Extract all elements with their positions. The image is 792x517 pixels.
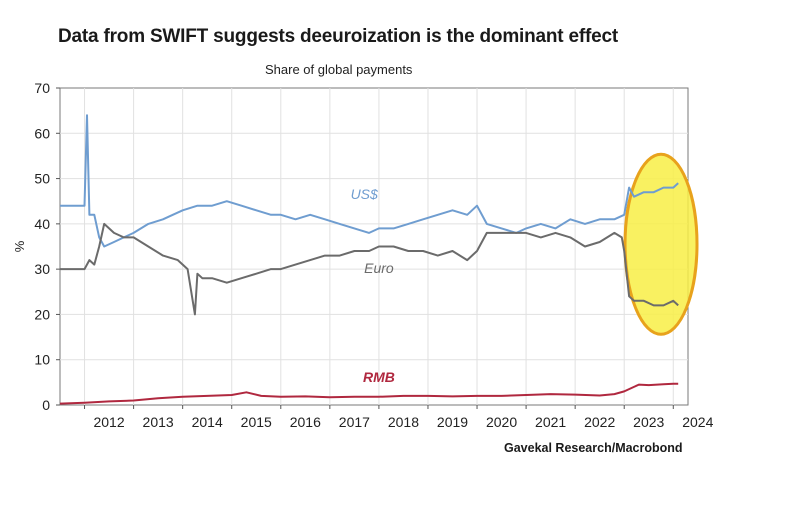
x-tick-label: 2023 [633, 414, 664, 430]
plot-frame [59, 87, 689, 406]
highlight-ellipse [623, 152, 699, 336]
x-tick-label: 2021 [535, 414, 566, 430]
series-line-us [60, 114, 679, 248]
x-tick-label: 2024 [682, 414, 713, 430]
source-credit: Gavekal Research/Macrobond [504, 441, 683, 455]
y-tick-label: 30 [34, 261, 50, 277]
y-tick-label: 0 [42, 397, 50, 413]
series-label: Euro [364, 260, 394, 276]
x-tick-label: 2018 [388, 414, 419, 430]
x-tick-label: 2019 [437, 414, 468, 430]
y-tick-label: 70 [34, 80, 50, 96]
series-line-rmb [59, 382, 679, 405]
chart-subtitle: Share of global payments [265, 62, 413, 77]
x-tick-label: 2012 [93, 414, 124, 430]
x-tick-label: 2017 [339, 414, 370, 430]
y-tick-label: 40 [34, 216, 50, 232]
y-tick-label: 10 [34, 352, 50, 368]
x-tick-label: 2022 [584, 414, 615, 430]
y-axis-label: % [12, 240, 27, 252]
x-tick-label: 2015 [241, 414, 272, 430]
x-tick-label: 2016 [290, 414, 321, 430]
x-tick-label: 2013 [143, 414, 174, 430]
x-tick-label: 2014 [192, 414, 223, 430]
series-label: RMB [363, 369, 395, 385]
y-tick-label: 60 [34, 125, 50, 141]
series-label: US$ [351, 186, 378, 202]
y-tick-label: 50 [34, 171, 50, 187]
y-tick-label: 20 [34, 306, 50, 322]
series-line-euro [60, 222, 679, 316]
x-tick-label: 2020 [486, 414, 517, 430]
chart-title: Data from SWIFT suggests deeuroization i… [58, 26, 618, 47]
